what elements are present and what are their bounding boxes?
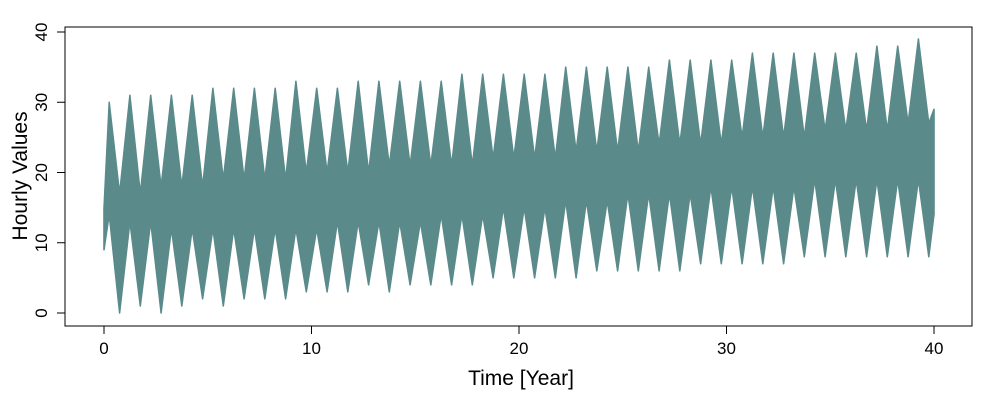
x-tick-label: 10 [302,339,321,358]
x-tick-label: 40 [925,339,944,358]
y-axis-title: Hourly Values [9,111,32,240]
y-axis: 0 10 20 30 40 [32,23,66,318]
x-axis-title: Time [Year] [468,367,574,390]
y-tick-label: 10 [32,233,51,252]
y-tick-label: 30 [32,93,51,112]
x-tick-label: 20 [510,339,529,358]
series-area-0 [103,38,935,314]
x-tick-label: 0 [99,339,108,358]
y-tick-label: 40 [32,23,51,42]
x-tick-label: 30 [717,339,736,358]
y-tick-label: 20 [32,163,51,182]
y-tick-label: 0 [32,308,51,317]
x-axis: 0 10 20 30 40 [99,325,944,358]
series-layer [103,38,935,314]
